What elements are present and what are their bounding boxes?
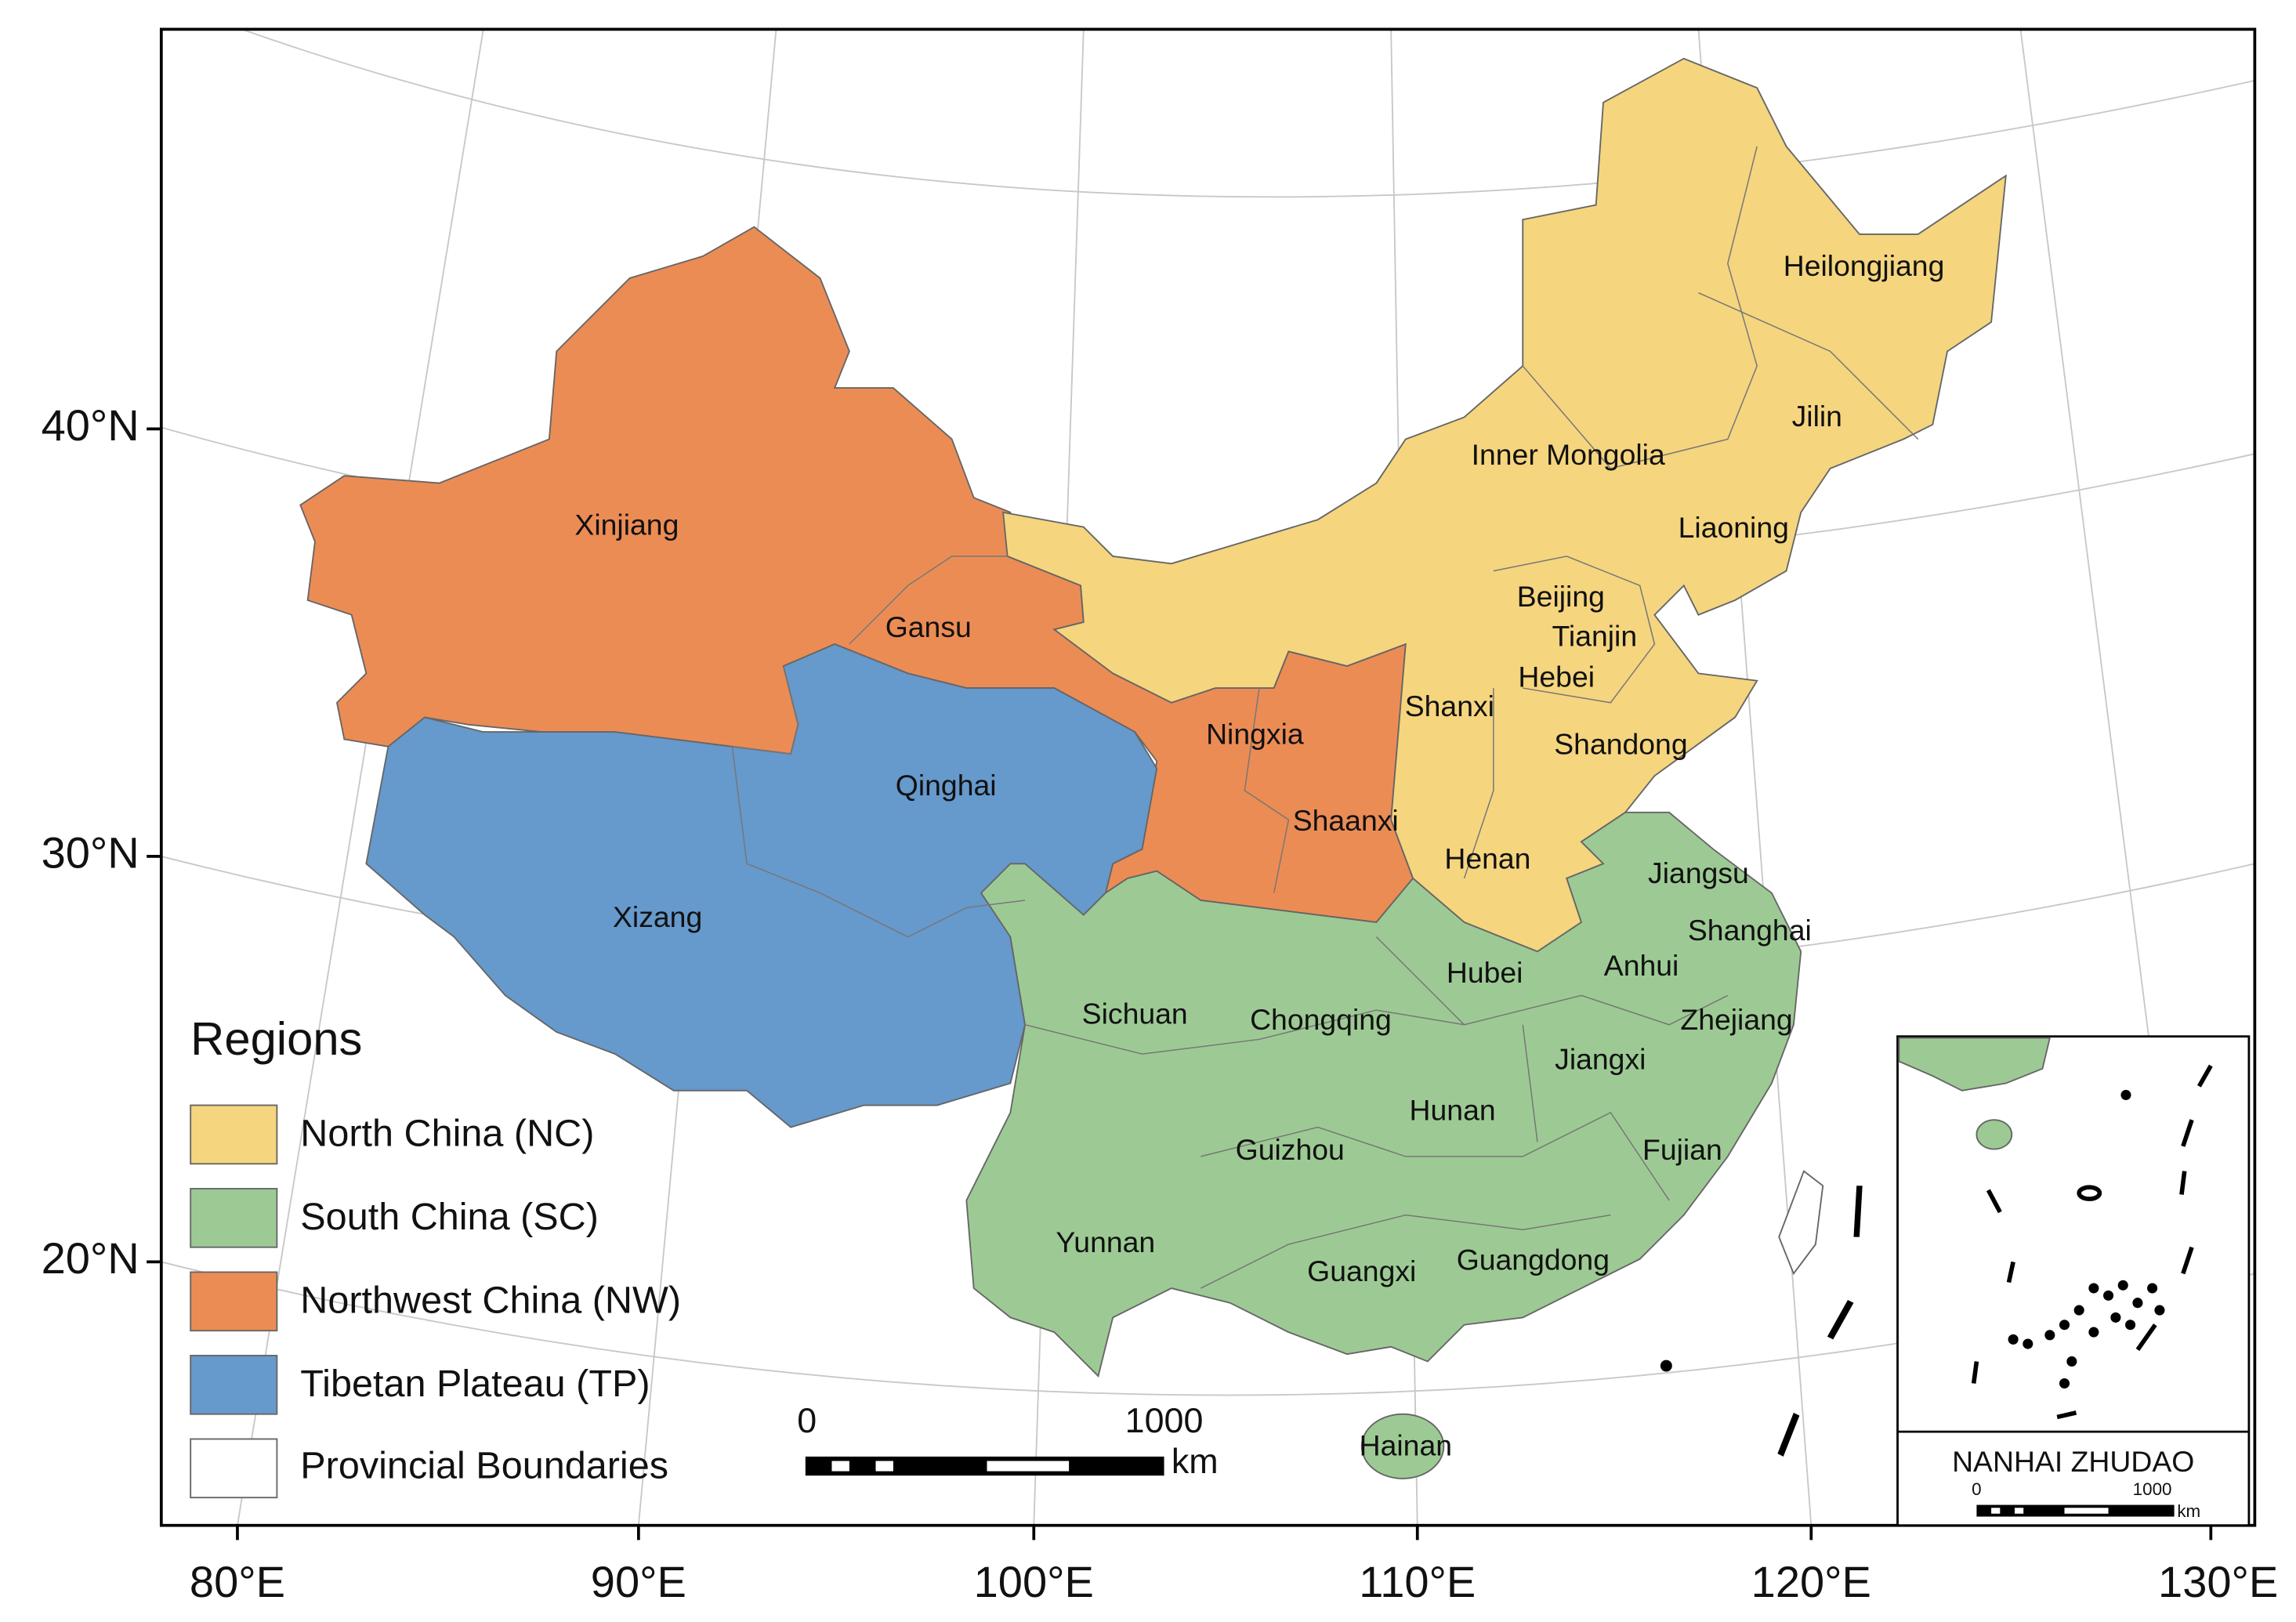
- province-label: Anhui: [1604, 949, 1679, 982]
- province-label: Jiangxi: [1555, 1042, 1646, 1075]
- province-label: Tianjin: [1552, 619, 1637, 652]
- province-label: Hebei: [1518, 661, 1595, 693]
- map-frame: [159, 27, 2257, 1527]
- legend-swatch: [190, 1355, 278, 1415]
- legend-label: Provincial Boundaries: [300, 1445, 668, 1487]
- province-label: Guizhou: [1236, 1133, 1345, 1166]
- province-label: Sichuan: [1082, 997, 1188, 1030]
- province-label: Jiangsu: [1648, 856, 1749, 889]
- scale-unit: km: [1172, 1441, 1219, 1481]
- legend-swatch: [190, 1438, 278, 1499]
- inset-title: NANHAI ZHUDAO: [1952, 1445, 2194, 1478]
- legend-label: Northwest China (NW): [300, 1280, 681, 1322]
- lon-label: 110°E: [1359, 1557, 1476, 1606]
- lon-label: 120°E: [1751, 1557, 1871, 1606]
- province-label: Inner Mongolia: [1472, 438, 1665, 471]
- province-label: Jilin: [1792, 400, 1842, 433]
- province-label: Yunnan: [1056, 1226, 1155, 1258]
- province-label: Shaanxi: [1293, 804, 1399, 837]
- region-south-china: [965, 811, 1802, 1378]
- province-label: Shandong: [1554, 728, 1687, 761]
- province-label: Chongqing: [1250, 1003, 1392, 1036]
- province-label: Guangxi: [1307, 1255, 1416, 1287]
- inset-scale-unit: km: [2177, 1501, 2200, 1521]
- inset-mainland: [1898, 1037, 2052, 1092]
- scale-label: 1000: [1125, 1400, 1204, 1440]
- province-label: Henan: [1444, 842, 1530, 874]
- province-label: Hainan: [1360, 1429, 1452, 1462]
- lat-label: 40°N: [42, 400, 139, 450]
- inset: NANHAI ZHUDAO 0 1000 km: [1896, 1035, 2251, 1527]
- inset-scale-label: 0: [1972, 1479, 1981, 1499]
- province-label: Hunan: [1410, 1094, 1496, 1127]
- province-label: Shanxi: [1405, 690, 1494, 722]
- legend: Regions North China (NC) South China (SC…: [190, 1012, 681, 1499]
- province-label: Liaoning: [1679, 511, 1789, 544]
- lat-label: 20°N: [42, 1233, 139, 1283]
- province-labels: Heilongjiang Jilin Inner Mongolia Liaoni…: [574, 249, 1944, 1462]
- province-boundaries: [731, 146, 1919, 1289]
- scale-bar: 0 1000 km: [797, 1400, 1218, 1481]
- scale-label: 0: [797, 1400, 817, 1440]
- province-label: Heilongjiang: [1784, 249, 1945, 282]
- legend-swatch: [190, 1271, 278, 1332]
- province-label: Fujian: [1642, 1133, 1722, 1166]
- province-label: Shanghai: [1688, 914, 1812, 947]
- lat-label: 30°N: [42, 828, 139, 878]
- lon-label: 130°E: [2158, 1557, 2278, 1606]
- province-label: Zhejiang: [1680, 1003, 1792, 1036]
- axis-ticks: [147, 427, 2213, 1541]
- legend-swatch: [190, 1104, 278, 1165]
- taiwan: [1778, 1170, 1824, 1276]
- legend-label: South China (SC): [300, 1196, 599, 1238]
- lon-label: 90°E: [591, 1557, 686, 1606]
- inset-scale-label: 1000: [2133, 1479, 2172, 1499]
- islands: [1660, 1186, 1863, 1457]
- province-label: Gansu: [885, 610, 972, 643]
- province-label: Guangdong: [1457, 1243, 1610, 1276]
- lon-label: 100°E: [974, 1557, 1094, 1606]
- regions: [299, 57, 2007, 1479]
- inset-hainan: [1976, 1119, 2013, 1150]
- legend-swatch: [190, 1188, 278, 1248]
- province-label: Xinjiang: [574, 508, 679, 541]
- lon-label: 80°E: [190, 1557, 285, 1606]
- province-label: Hubei: [1447, 956, 1523, 989]
- province-label: Xizang: [613, 900, 702, 933]
- region-hainan: [1360, 1413, 1445, 1479]
- legend-title: Regions: [190, 1012, 362, 1065]
- province-label: Qinghai: [896, 769, 997, 802]
- province-label: Beijing: [1517, 580, 1605, 613]
- legend-label: North China (NC): [300, 1113, 594, 1155]
- legend-label: Tibetan Plateau (TP): [300, 1363, 650, 1405]
- province-label: Ningxia: [1206, 718, 1304, 751]
